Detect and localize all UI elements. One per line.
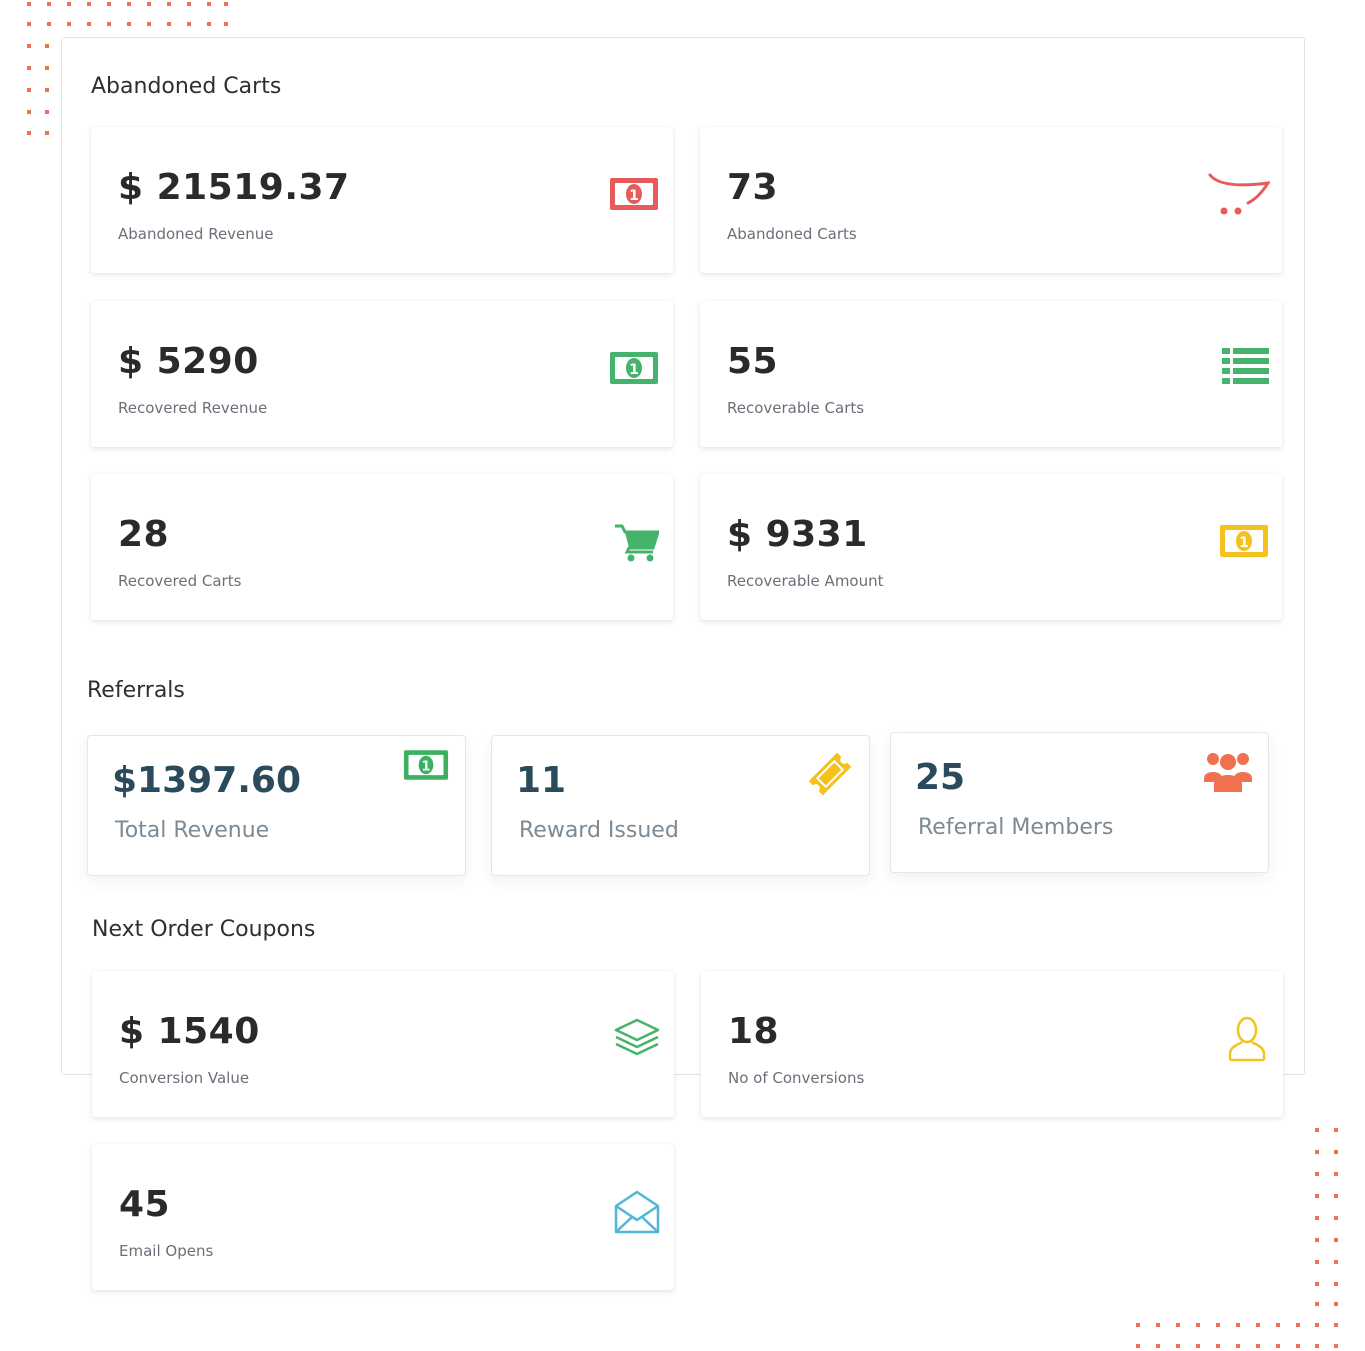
stat-label: Total Revenue xyxy=(115,818,270,843)
referral-card-total-revenue: $1397.60 Total Revenue 1 xyxy=(87,735,466,876)
stat-label: Referral Members xyxy=(918,815,1114,840)
stat-label: Recovered Revenue xyxy=(118,399,268,417)
stat-value: $ 1540 xyxy=(119,1011,260,1052)
stat-card-recoverable-amount: $ 9331 Recoverable Amount 1 xyxy=(700,474,1282,620)
stat-label: Recoverable Amount xyxy=(727,572,884,590)
stat-value: 55 xyxy=(727,341,779,382)
stat-value: $ 21519.37 xyxy=(118,167,350,208)
stat-value: 28 xyxy=(118,514,170,555)
stat-label: Email Opens xyxy=(119,1242,214,1260)
ticket-icon xyxy=(808,752,852,796)
svg-text:1: 1 xyxy=(1239,535,1249,551)
svg-text:1: 1 xyxy=(629,188,639,204)
dots-pattern xyxy=(1136,1128,1338,1348)
stat-label: Abandoned Carts xyxy=(727,225,857,243)
envelope-open-icon xyxy=(614,1190,660,1234)
user-outline-icon xyxy=(1228,1016,1266,1062)
stat-label: Conversion Value xyxy=(119,1069,250,1087)
list-icon xyxy=(1222,348,1269,384)
stat-card-abandoned-carts: 73 Abandoned Carts xyxy=(700,127,1282,273)
money-icon: 1 xyxy=(1220,525,1268,557)
coupon-card-email-opens: 45 Email Opens xyxy=(92,1144,674,1290)
referral-card-referral-members: 25 Referral Members xyxy=(890,732,1269,873)
coupon-card-no-of-conversions: 18 No of Conversions xyxy=(701,971,1283,1117)
section-title-abandoned-carts: Abandoned Carts xyxy=(91,74,282,99)
stat-card-recovered-carts: 28 Recovered Carts xyxy=(91,474,673,620)
money-icon: 1 xyxy=(403,750,449,780)
stat-value: 73 xyxy=(727,167,779,208)
money-icon: 1 xyxy=(610,178,658,210)
stat-value: $ 9331 xyxy=(727,514,868,555)
dots-pattern xyxy=(27,2,228,135)
cart-outline-icon xyxy=(1208,173,1270,215)
stat-label: Reward Issued xyxy=(519,818,679,843)
svg-text:1: 1 xyxy=(422,760,431,775)
stat-value: $ 5290 xyxy=(118,341,259,382)
stat-label: No of Conversions xyxy=(728,1069,865,1087)
users-icon xyxy=(1204,753,1252,792)
stat-value: $1397.60 xyxy=(112,760,302,801)
stat-value: 18 xyxy=(728,1011,780,1052)
section-title-next-order-coupons: Next Order Coupons xyxy=(92,917,316,942)
stat-value: 25 xyxy=(915,757,966,798)
stat-label: Recovered Carts xyxy=(118,572,242,590)
svg-text:1: 1 xyxy=(629,362,639,378)
stat-card-abandoned-revenue: $ 21519.37 Abandoned Revenue 1 xyxy=(91,127,673,273)
coupon-card-conversion-value: $ 1540 Conversion Value xyxy=(92,971,674,1117)
stat-value: 11 xyxy=(516,760,567,801)
money-icon: 1 xyxy=(610,352,658,384)
stat-label: Abandoned Revenue xyxy=(118,225,274,243)
stat-card-recovered-revenue: $ 5290 Recovered Revenue 1 xyxy=(91,301,673,447)
referral-card-reward-issued: 11 Reward Issued xyxy=(491,735,870,876)
cart-icon xyxy=(615,524,659,562)
stat-value: 45 xyxy=(119,1184,171,1225)
section-title-referrals: Referrals xyxy=(87,678,185,703)
stat-label: Recoverable Carts xyxy=(727,399,865,417)
layers-icon xyxy=(614,1018,660,1056)
stat-card-recoverable-carts: 55 Recoverable Carts xyxy=(700,301,1282,447)
